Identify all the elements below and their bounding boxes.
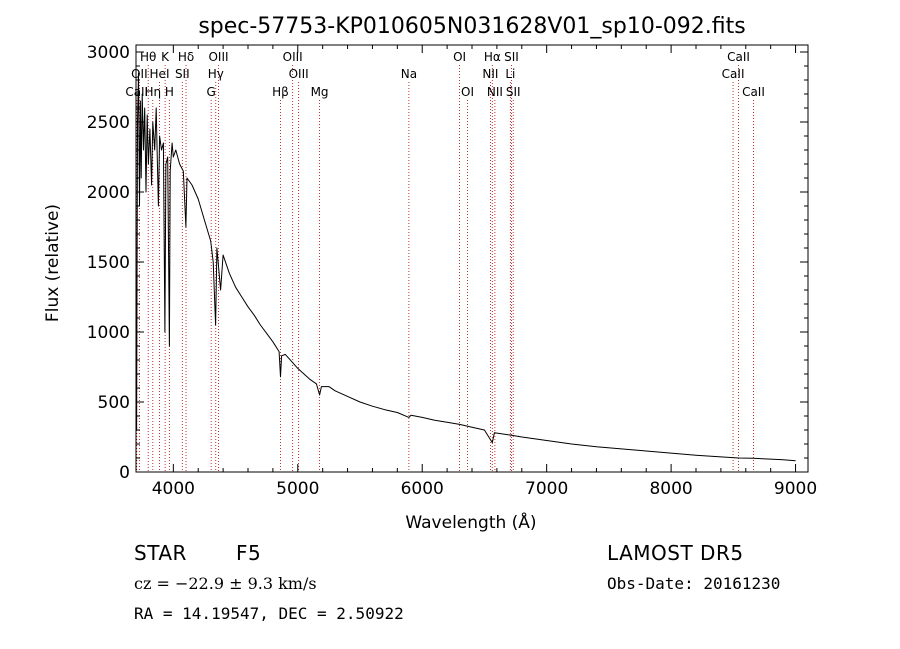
x-tick-label: 9000 bbox=[774, 479, 817, 499]
line-marker-label: OI bbox=[461, 85, 474, 99]
line-marker-label: NII bbox=[482, 67, 498, 81]
line-marker-label: CaII bbox=[742, 85, 765, 99]
x-tick-label: 7000 bbox=[525, 479, 568, 499]
sky-coordinates: RA = 14.19547, DEC = 2.50922 bbox=[134, 604, 404, 623]
line-marker-label: Hβ bbox=[272, 85, 289, 99]
y-tick-label: 0 bbox=[119, 463, 130, 483]
x-axis-label: Wavelength (Å) bbox=[405, 511, 536, 533]
line-marker-label: Hθ bbox=[140, 50, 156, 64]
survey-name: LAMOST DR5 bbox=[607, 541, 744, 565]
object-class: STAR bbox=[134, 541, 187, 565]
line-marker-label: OIII bbox=[283, 50, 303, 64]
line-marker-label: HeI bbox=[150, 67, 170, 81]
line-marker-label: Hγ bbox=[208, 67, 224, 81]
spectrum-series bbox=[135, 72, 796, 462]
x-tick-label: 8000 bbox=[649, 479, 692, 499]
axes: 4000 5000 6000 7000 8000 9000 0 500 1000 1500 2000… bbox=[87, 43, 817, 499]
line-marker-label: Na bbox=[401, 67, 417, 81]
line-marker-label: SII bbox=[506, 85, 521, 99]
y-tick-label: 2500 bbox=[87, 113, 130, 133]
line-marker-label: G bbox=[207, 85, 216, 99]
line-marker-label: OI bbox=[453, 50, 466, 64]
y-tick-label: 1000 bbox=[87, 323, 130, 343]
line-marker-label: K bbox=[161, 50, 170, 64]
y-axis-label: Flux (relative) bbox=[43, 204, 63, 322]
plot-frame bbox=[135, 44, 809, 473]
line-marker-label: NII bbox=[487, 85, 503, 99]
redshift-velocity: cz = −22.9 ± 9.3 km/s bbox=[134, 574, 317, 593]
y-tick-label: 3000 bbox=[87, 43, 130, 63]
x-tick-label: 6000 bbox=[401, 479, 444, 499]
line-marker-label: Mg bbox=[311, 85, 329, 99]
spectrum-line bbox=[135, 72, 796, 462]
line-marker-label: OIII bbox=[208, 50, 228, 64]
object-subclass: F5 bbox=[236, 541, 262, 565]
line-marker-label: OIII bbox=[289, 67, 309, 81]
line-marker-label: Hη bbox=[144, 85, 161, 99]
observation-date: Obs-Date: 20161230 bbox=[607, 574, 781, 593]
y-tick-label: 500 bbox=[98, 393, 130, 413]
line-marker-label: SII bbox=[175, 67, 190, 81]
x-tick-label: 5000 bbox=[276, 479, 319, 499]
spectrum-chart: spec-57753-KP010605N031628V01_sp10-092.f… bbox=[43, 14, 817, 533]
line-marker-label: H bbox=[165, 85, 174, 99]
x-tick-label: 4000 bbox=[152, 479, 195, 499]
y-tick-label: 2000 bbox=[87, 183, 130, 203]
line-marker-label: Hδ bbox=[178, 50, 194, 64]
chart-title: spec-57753-KP010605N031628V01_sp10-092.f… bbox=[198, 14, 745, 39]
line-marker-label: SII bbox=[504, 50, 519, 64]
line-marker-label: OII bbox=[131, 67, 148, 81]
line-marker-label: Hα bbox=[484, 50, 501, 64]
line-marker-label: Li bbox=[505, 67, 515, 81]
y-tick-label: 1500 bbox=[87, 253, 130, 273]
line-marker-label: CaII bbox=[727, 50, 750, 64]
line-marker-label: CaII bbox=[722, 67, 745, 81]
